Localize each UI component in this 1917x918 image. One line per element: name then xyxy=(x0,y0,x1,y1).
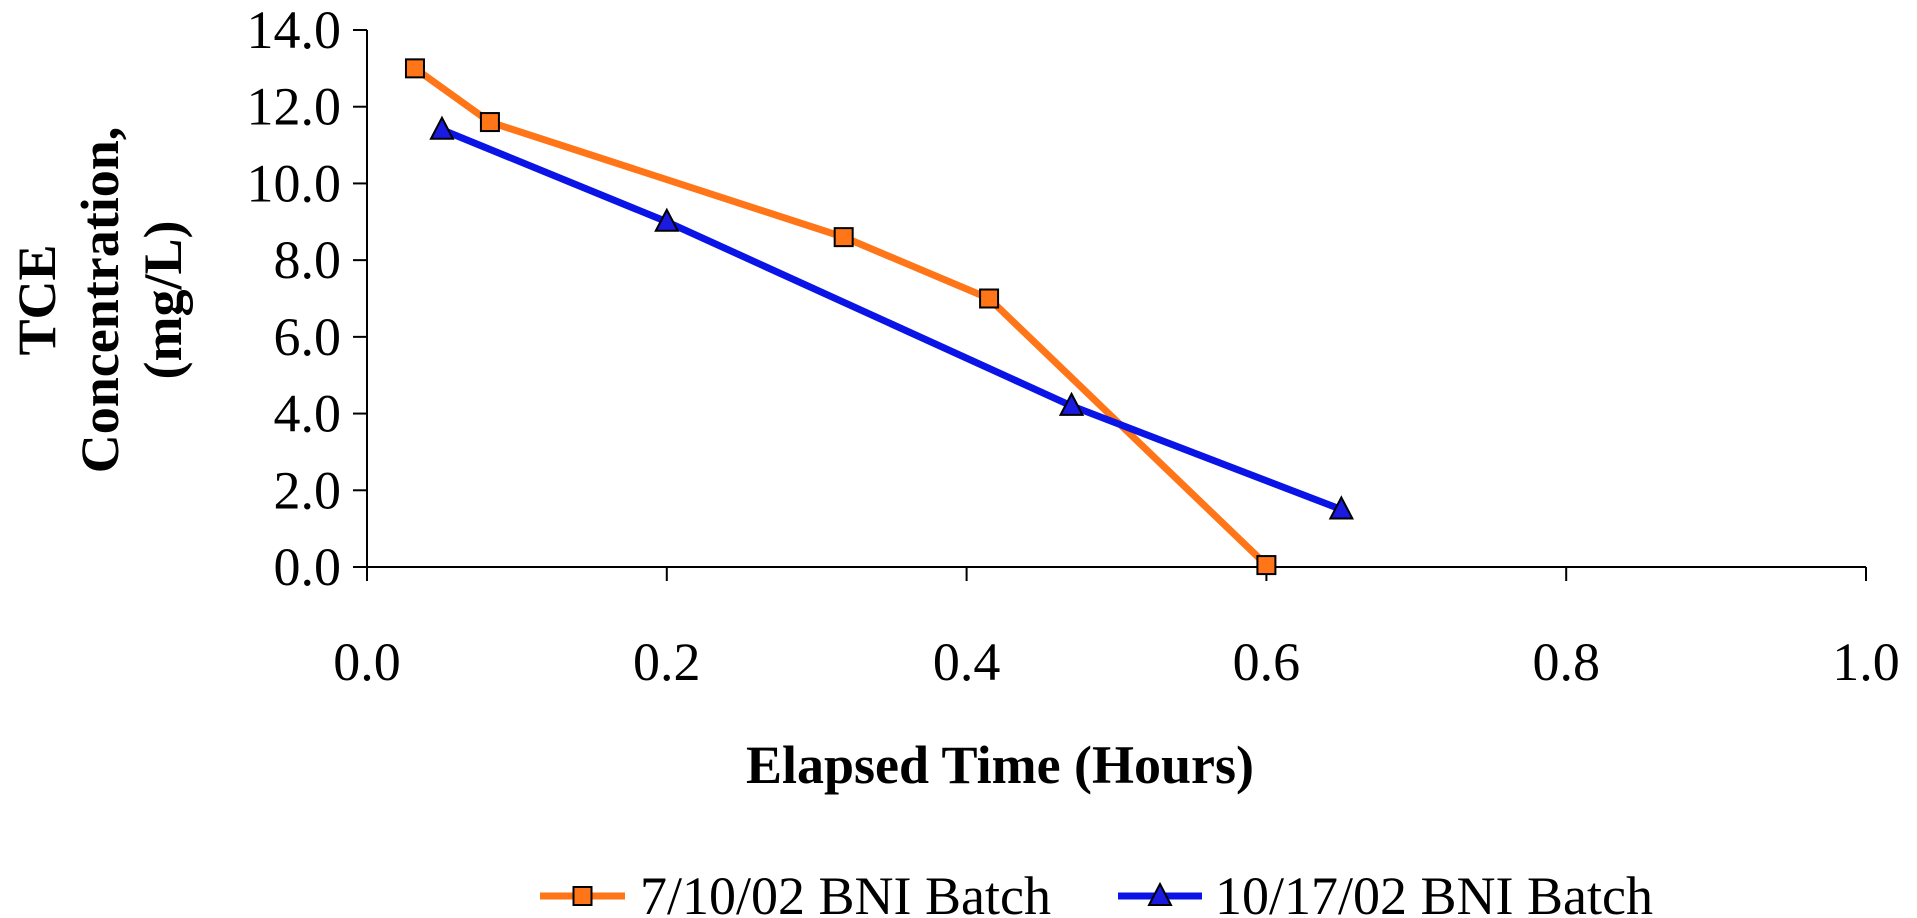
data-point xyxy=(833,227,854,248)
y-axis-title-line: Concentration, xyxy=(70,127,130,473)
series-line xyxy=(412,65,1269,568)
data-point xyxy=(1256,555,1277,576)
y-axis-ticks: 0.0 2.0 4.0 6.0 8.0 10.0 12.0 14.0 xyxy=(247,0,367,597)
x-tick-label: 0.4 xyxy=(933,632,1001,692)
series-2 xyxy=(429,115,1355,520)
series-1 xyxy=(404,58,1277,576)
legend-item: 10/17/02 BNI Batch xyxy=(1118,866,1653,918)
legend-label: 10/17/02 BNI Batch xyxy=(1215,866,1653,918)
series-line xyxy=(440,126,1343,513)
y-axis-title-line: (mg/L) xyxy=(133,221,193,380)
y-tick-label: 6.0 xyxy=(274,307,342,367)
y-tick-label: 8.0 xyxy=(274,230,342,290)
y-tick-label: 14.0 xyxy=(247,0,342,60)
x-tick-label: 1.0 xyxy=(1832,632,1900,692)
y-axis-title-line: TCE xyxy=(7,244,67,355)
y-tick-label: 0.0 xyxy=(274,537,342,597)
legend-label: 7/10/02 BNI Batch xyxy=(640,866,1051,918)
axes xyxy=(366,30,1866,568)
series-layer xyxy=(404,58,1355,576)
y-tick-label: 4.0 xyxy=(274,384,342,444)
data-point xyxy=(979,288,1000,309)
data-point xyxy=(654,207,680,232)
legend-marker xyxy=(1147,881,1173,906)
x-tick-label: 0.8 xyxy=(1532,632,1600,692)
x-axis-ticks: 0.0 0.2 0.4 0.6 0.8 1.0 xyxy=(333,567,1900,692)
y-tick-label: 10.0 xyxy=(247,153,342,213)
x-tick-label: 0.0 xyxy=(333,632,401,692)
legend: 7/10/02 BNI Batch 10/17/02 BNI Batch xyxy=(540,866,1653,918)
data-point xyxy=(1058,391,1085,416)
x-tick-label: 0.6 xyxy=(1233,632,1301,692)
x-axis-title: Elapsed Time (Hours) xyxy=(746,735,1254,795)
data-point xyxy=(479,112,500,133)
x-tick-label: 0.2 xyxy=(633,632,701,692)
y-axis-title: TCE Concentration, (mg/L) xyxy=(7,127,193,473)
legend-item: 7/10/02 BNI Batch xyxy=(540,866,1051,918)
data-point xyxy=(1328,495,1355,520)
y-tick-label: 12.0 xyxy=(247,77,342,137)
data-point xyxy=(429,115,455,140)
legend-marker xyxy=(572,886,593,906)
y-tick-label: 2.0 xyxy=(274,460,342,520)
data-point xyxy=(404,58,425,79)
